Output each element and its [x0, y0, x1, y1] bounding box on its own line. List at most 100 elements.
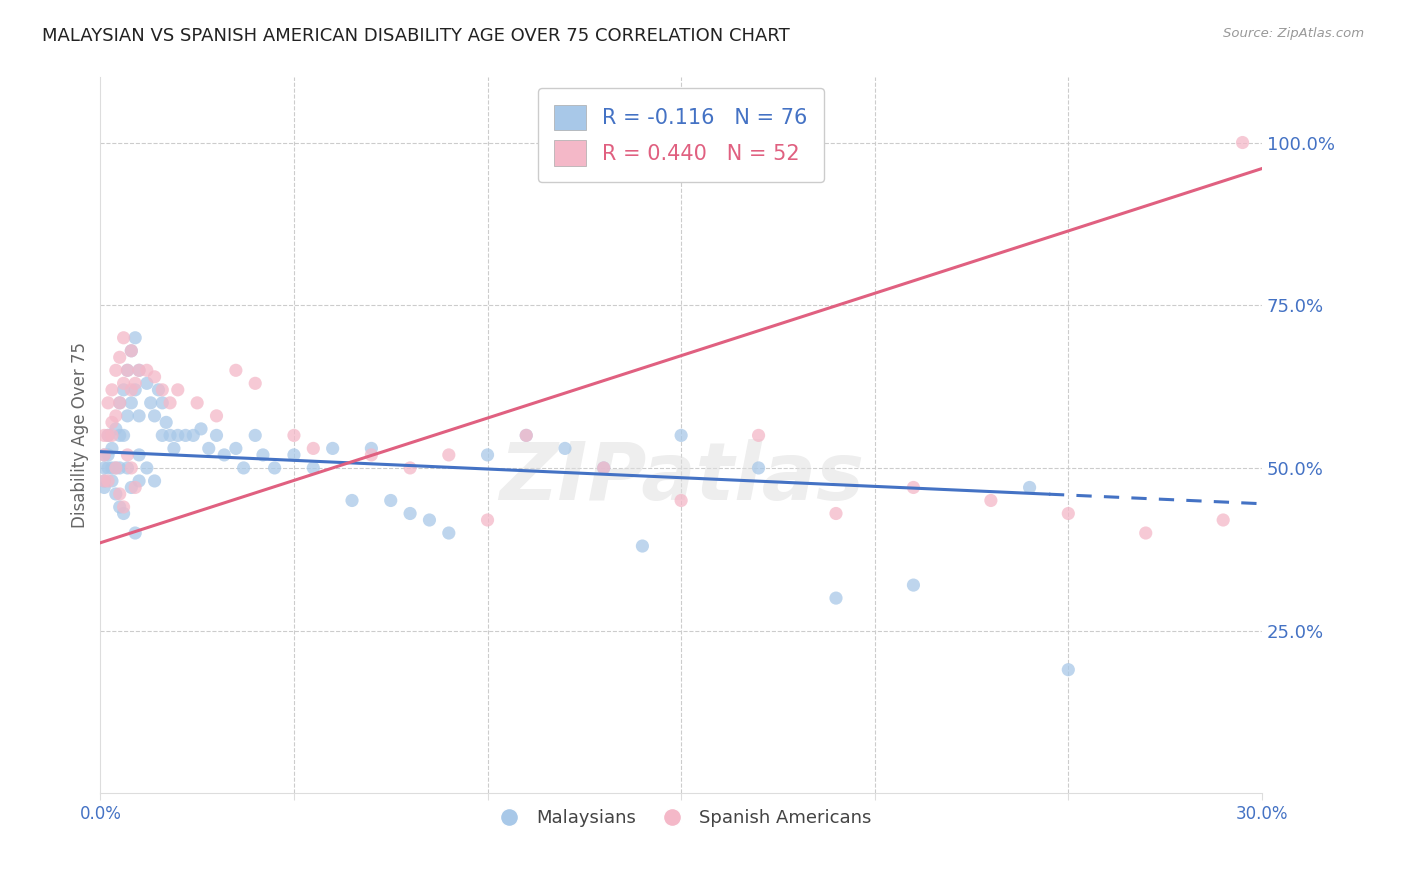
Point	[592, 461, 614, 475]
Point	[197, 442, 219, 456]
Point	[1212, 513, 1234, 527]
Point	[101, 461, 124, 475]
Point	[1057, 663, 1080, 677]
Text: Source: ZipAtlas.com: Source: ZipAtlas.com	[1223, 27, 1364, 40]
Point	[1018, 480, 1040, 494]
Point	[148, 383, 170, 397]
Point	[554, 442, 576, 456]
Point	[124, 383, 146, 397]
Point	[825, 507, 848, 521]
Point	[515, 428, 537, 442]
Point	[1135, 526, 1157, 541]
Point	[159, 428, 181, 442]
Point	[190, 422, 212, 436]
Point	[166, 428, 188, 442]
Point	[515, 428, 537, 442]
Point	[112, 376, 135, 391]
Point	[117, 448, 139, 462]
Point	[124, 331, 146, 345]
Point	[225, 363, 247, 377]
Point	[112, 331, 135, 345]
Point	[669, 428, 692, 442]
Point	[186, 396, 208, 410]
Point	[97, 448, 120, 462]
Point	[748, 428, 770, 442]
Point	[163, 442, 186, 456]
Point	[166, 383, 188, 397]
Point	[418, 513, 440, 527]
Point	[124, 526, 146, 541]
Point	[748, 461, 770, 475]
Point	[93, 428, 115, 442]
Point	[93, 474, 115, 488]
Point	[143, 409, 166, 423]
Point	[399, 461, 422, 475]
Point	[97, 428, 120, 442]
Point	[150, 383, 173, 397]
Point	[101, 442, 124, 456]
Point	[112, 507, 135, 521]
Point	[631, 539, 654, 553]
Point	[93, 480, 115, 494]
Point	[477, 513, 499, 527]
Point	[825, 591, 848, 606]
Point	[117, 363, 139, 377]
Point	[437, 526, 460, 541]
Point	[128, 448, 150, 462]
Point	[143, 474, 166, 488]
Point	[903, 480, 925, 494]
Point	[155, 416, 177, 430]
Point	[245, 428, 267, 442]
Point	[108, 396, 131, 410]
Point	[380, 493, 402, 508]
Point	[97, 461, 120, 475]
Point	[108, 428, 131, 442]
Point	[117, 363, 139, 377]
Point	[205, 409, 228, 423]
Point	[117, 461, 139, 475]
Point	[322, 442, 344, 456]
Point	[225, 442, 247, 456]
Point	[135, 363, 157, 377]
Point	[97, 396, 120, 410]
Text: ZIPatlas: ZIPatlas	[499, 440, 863, 517]
Point	[93, 474, 115, 488]
Point	[592, 461, 614, 475]
Point	[93, 461, 115, 475]
Point	[93, 448, 115, 462]
Point	[302, 442, 325, 456]
Point	[112, 500, 135, 514]
Point	[980, 493, 1002, 508]
Point	[120, 461, 142, 475]
Point	[135, 376, 157, 391]
Point	[128, 363, 150, 377]
Point	[302, 461, 325, 475]
Point	[212, 448, 235, 462]
Point	[104, 422, 127, 436]
Point	[112, 383, 135, 397]
Point	[340, 493, 363, 508]
Legend: Malaysians, Spanish Americans: Malaysians, Spanish Americans	[484, 802, 879, 834]
Point	[669, 493, 692, 508]
Point	[104, 409, 127, 423]
Point	[104, 363, 127, 377]
Point	[174, 428, 197, 442]
Point	[150, 396, 173, 410]
Point	[120, 383, 142, 397]
Point	[252, 448, 274, 462]
Point	[903, 578, 925, 592]
Point	[97, 428, 120, 442]
Point	[108, 351, 131, 365]
Point	[139, 396, 162, 410]
Point	[437, 448, 460, 462]
Point	[101, 383, 124, 397]
Point	[263, 461, 285, 475]
Point	[205, 428, 228, 442]
Point	[245, 376, 267, 391]
Point	[150, 428, 173, 442]
Point	[117, 409, 139, 423]
Point	[143, 369, 166, 384]
Point	[104, 461, 127, 475]
Point	[112, 428, 135, 442]
Point	[108, 500, 131, 514]
